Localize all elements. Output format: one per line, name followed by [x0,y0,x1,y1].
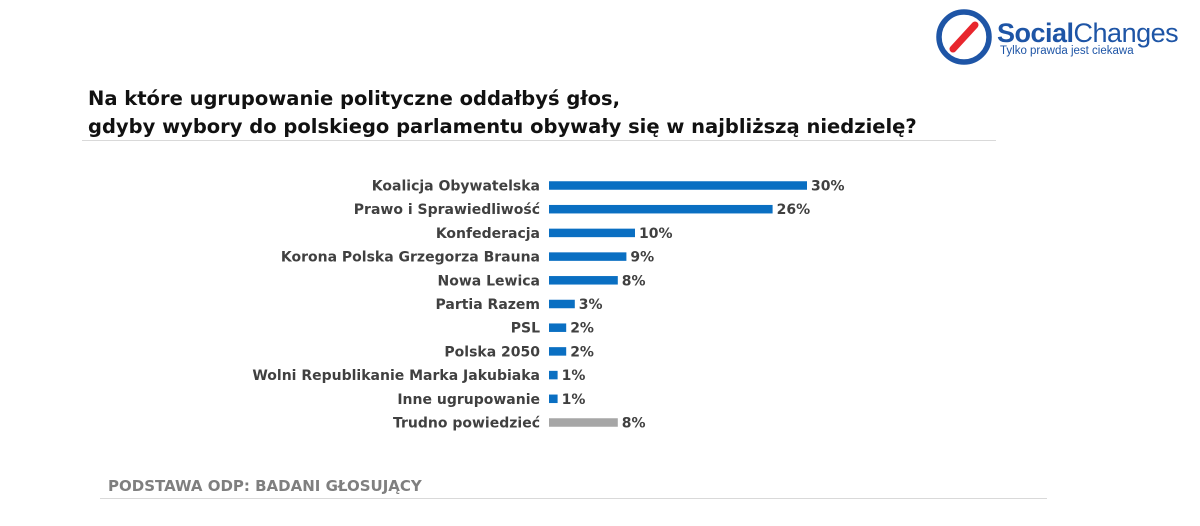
logo-wordmark: SocialChanges [997,18,1179,48]
category-label: Partia Razem [435,297,540,313]
title-divider [82,140,996,141]
bar [549,299,575,309]
category-label: Konfederacja [436,226,540,242]
category-label: Trudno powiedzieć [393,416,540,432]
value-label: 8% [622,416,646,432]
value-label: 9% [630,250,654,266]
question-title-line-2: gdyby wybory do polskiego parlamentu oby… [88,115,917,138]
category-label: Koalicja Obywatelska [372,179,540,195]
value-label: 10% [639,226,673,242]
bar [549,418,618,427]
value-label: 1% [562,392,586,408]
question-title-line-1: Na które ugrupowanie polityczne oddałbyś… [88,87,620,110]
value-label: 30% [811,179,845,195]
category-label: Nowa Lewica [438,273,540,289]
value-label: 2% [570,321,594,337]
brand-logo: SocialChanges Tylko prawda jest ciekawa [935,8,1195,66]
bar [549,181,807,190]
category-label: PSL [511,321,540,337]
question-title: Na które ugrupowanie polityczne oddałbyś… [88,85,1008,141]
value-label: 3% [579,297,603,313]
logo-word-regular: Changes [1073,18,1179,48]
bar [549,347,567,356]
bar [549,323,567,332]
value-label: 1% [562,368,586,384]
logo-word-bold: Social [997,18,1074,48]
category-label: Wolni Republikanie Marka Jakubiaka [252,368,540,384]
bar [549,276,618,285]
category-label: Polska 2050 [444,344,540,360]
footer-divider [100,498,1047,499]
bar [549,370,558,380]
value-label: 8% [622,273,646,289]
category-label: Inne ugrupowanie [397,392,540,408]
value-label: 26% [777,202,811,218]
category-label: Prawo i Sprawiedliwość [354,202,540,218]
bar [549,228,635,238]
bar [549,204,773,214]
category-label: Korona Polska Grzegorza Brauna [281,250,540,266]
bar [549,394,558,404]
bar-chart: Koalicja Obywatelska 30% Prawo i Sprawiedl… [252,179,845,432]
circle-slash-logo-icon [936,9,992,65]
value-label: 2% [570,344,594,360]
base-label: PODSTAWA ODP: BADANI GŁOSUJĄCY [108,477,422,495]
logo-tagline: Tylko prawda jest ciekawa [1000,45,1134,57]
bar [549,252,627,261]
